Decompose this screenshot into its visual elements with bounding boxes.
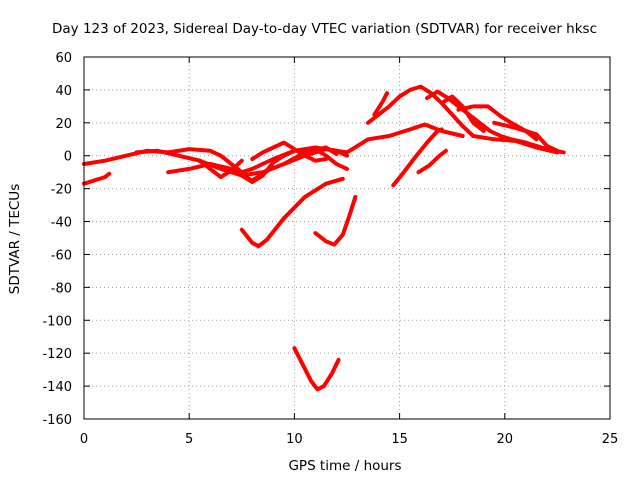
series-line-s15 [391, 127, 444, 188]
x-tick-label: 25 [602, 432, 619, 447]
chart-title: Day 123 of 2023, Sidereal Day-to-day VTE… [52, 21, 597, 37]
series-line-s17 [425, 89, 566, 155]
series-line-s10 [313, 194, 358, 247]
series-line-s2 [82, 171, 112, 186]
y-tick-label: -160 [42, 413, 72, 428]
y-tick-label: -80 [51, 281, 72, 296]
plot-frame [83, 56, 611, 420]
y-tick-label: -100 [42, 314, 72, 329]
y-tick-label: 40 [55, 84, 72, 99]
series-line-s20 [492, 120, 560, 153]
series-line-s14 [372, 91, 389, 117]
x-tick-label: 20 [497, 432, 514, 447]
y-tick-label: -140 [42, 380, 72, 395]
series-line-s18 [439, 94, 486, 133]
y-tick-label: 0 [64, 150, 72, 165]
y-tick-label: 20 [55, 117, 72, 132]
y-tick-label: -60 [51, 248, 72, 263]
grid [84, 57, 610, 419]
x-tick-label: 10 [286, 432, 303, 447]
series-line-s7 [250, 140, 328, 163]
y-axis-label: SDTVAR / TECUs [7, 184, 23, 294]
y-tick-label: -40 [51, 216, 72, 231]
y-ticks: -160 -140 -120 -100 -80 -60 -40 -20 0 20 40 60 [42, 51, 610, 428]
y-tick-label: 60 [55, 51, 72, 66]
x-tick-label: 5 [185, 432, 193, 447]
series-line-s12 [345, 122, 465, 155]
series-line-s11 [292, 346, 341, 392]
y-tick-label: -120 [42, 347, 72, 362]
y-tick-label: -20 [51, 183, 72, 198]
series-line-s8 [281, 145, 339, 166]
series-line-s5 [197, 158, 244, 180]
x-axis-label: GPS time / hours [288, 458, 401, 474]
series-group [82, 84, 566, 392]
series-line-s16 [416, 148, 448, 175]
series-line-s9 [239, 176, 345, 249]
series-line-s6 [239, 147, 349, 185]
x-tick-label: 0 [80, 432, 88, 447]
x-ticks: 0 5 10 15 20 25 [80, 57, 618, 447]
x-tick-label: 15 [391, 432, 408, 447]
